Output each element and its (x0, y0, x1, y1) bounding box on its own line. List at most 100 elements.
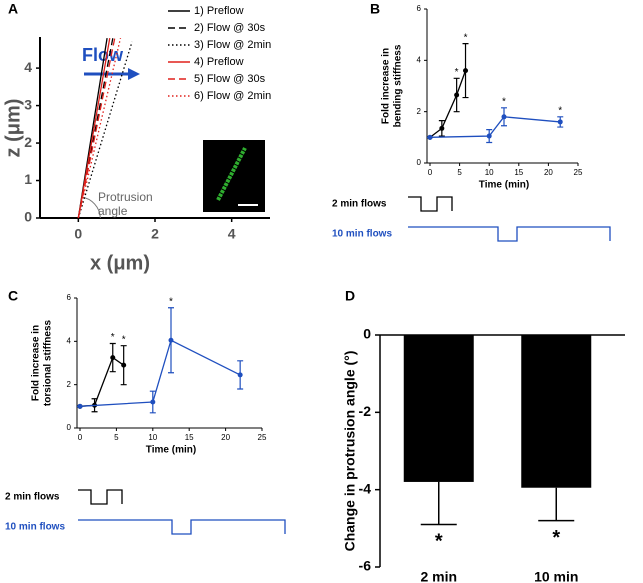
significance: * (464, 32, 468, 43)
x-tick-label: 0 (74, 226, 82, 242)
x-tick-label: 10 (148, 433, 157, 442)
y-axis-label: Fold increase in (381, 48, 392, 124)
timeline-label: 10 min flows (332, 229, 392, 240)
significance: * (169, 296, 173, 307)
legend-label: 1) Preflow (194, 5, 244, 17)
x-tick-label: 15 (185, 433, 194, 442)
bar (521, 335, 592, 488)
y-tick-label: 1 (24, 171, 32, 187)
point (427, 134, 433, 140)
y-tick-label: 6 (417, 4, 422, 13)
timeline (408, 226, 611, 242)
x-tick-label: 5 (114, 433, 119, 442)
trace (77, 38, 111, 219)
y-tick-label: 0 (24, 209, 32, 225)
y-tick-label: 0 (363, 326, 371, 342)
bar (403, 335, 474, 482)
x-axis-label: Time (min) (479, 180, 529, 191)
panel-letter: A (8, 1, 18, 17)
legend-label: 5) Flow @ 30s (194, 73, 266, 85)
point (168, 337, 174, 343)
point (237, 372, 243, 378)
y-tick-label: 0 (417, 158, 422, 167)
significance: * (502, 96, 506, 107)
panel-letter: D (345, 288, 355, 304)
x-tick-label: 25 (258, 433, 267, 442)
series-line (429, 116, 561, 138)
trace (77, 38, 114, 219)
y-tick-label: 4 (24, 59, 32, 75)
y-axis-label: Fold increase in (31, 325, 42, 401)
x-tick-label: 5 (457, 168, 462, 177)
series-line (79, 339, 241, 407)
y-tick-label: 4 (67, 336, 72, 345)
flow-label: Flow (82, 45, 124, 65)
angle-label: Protrusion (98, 190, 153, 204)
y-axis-label: bending stiffness (393, 44, 404, 127)
x-tick-label: 2 min (420, 569, 457, 583)
error-bar (420, 481, 457, 526)
timeline (78, 519, 286, 535)
y-tick-label: 2 (67, 380, 72, 389)
series-line (79, 356, 125, 407)
x-tick-label: 10 min (534, 569, 578, 583)
legend-label: 6) Flow @ 2min (194, 90, 271, 102)
x-tick-label: 0 (78, 433, 83, 442)
y-tick-label: -4 (359, 480, 372, 496)
significance: * (455, 67, 459, 78)
point (454, 92, 460, 98)
trace (77, 37, 122, 219)
y-tick-label: 0 (67, 423, 72, 432)
series-line (429, 70, 467, 138)
y-tick-label: 2 (417, 107, 422, 116)
x-tick-label: 25 (574, 168, 583, 177)
y-axis-label: Change in protrusion angle (°) (342, 351, 358, 552)
point (150, 399, 156, 405)
point (77, 403, 83, 409)
x-tick-label: 20 (544, 168, 553, 177)
angle-arc (81, 196, 101, 219)
point (557, 119, 563, 125)
trace (77, 41, 133, 219)
y-axis-label: z (μm) (2, 99, 24, 158)
timeline (408, 196, 453, 212)
timeline (78, 489, 123, 505)
flow-arrow-head (128, 68, 140, 80)
x-tick-label: 10 (485, 168, 494, 177)
inset-image (203, 140, 265, 212)
error-bar (538, 487, 575, 522)
x-axis-label: x (μm) (90, 252, 150, 274)
x-tick-label: 4 (228, 226, 236, 242)
timeline-label: 2 min flows (332, 199, 387, 210)
y-tick-label: 6 (67, 293, 72, 302)
y-axis-label: torsional stiffness (43, 320, 54, 407)
timeline-label: 2 min flows (5, 492, 60, 503)
x-tick-label: 0 (428, 168, 433, 177)
x-tick-label: 20 (221, 433, 230, 442)
significance: * (111, 332, 115, 343)
y-tick-label: 2 (24, 134, 32, 150)
point (463, 68, 469, 74)
significance: * (122, 334, 126, 345)
x-tick-label: 2 (151, 226, 159, 242)
point (439, 125, 445, 131)
legend-label: 4) Preflow (194, 56, 244, 68)
y-tick-label: 4 (417, 55, 422, 64)
point (501, 114, 507, 120)
panel-letter: B (370, 1, 380, 17)
legend-label: 2) Flow @ 30s (194, 22, 266, 34)
point (121, 362, 127, 368)
trace (77, 37, 116, 219)
significance: * (435, 531, 443, 553)
y-tick-label: -6 (359, 558, 372, 574)
significance: * (552, 527, 560, 549)
point (486, 133, 492, 139)
legend-label: 3) Flow @ 2min (194, 39, 271, 51)
panel-letter: C (8, 288, 18, 304)
y-tick-label: 3 (24, 96, 32, 112)
y-tick-label: -2 (359, 403, 372, 419)
timeline-label: 10 min flows (5, 522, 65, 533)
significance: * (558, 105, 562, 116)
